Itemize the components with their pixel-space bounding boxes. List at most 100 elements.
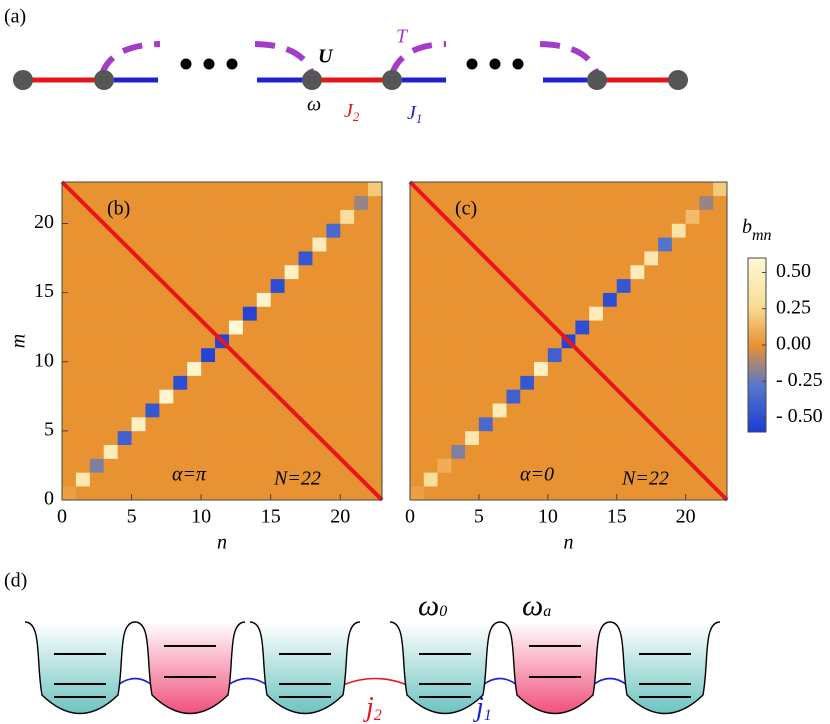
colorbar-step xyxy=(748,345,766,349)
cell xyxy=(423,320,438,335)
annotation: α=0 xyxy=(520,464,554,486)
cell xyxy=(520,278,535,293)
cell xyxy=(410,237,425,252)
cell xyxy=(534,403,549,418)
cell xyxy=(75,306,91,321)
cell xyxy=(520,306,535,321)
cell xyxy=(256,347,271,363)
cell xyxy=(159,375,174,390)
cell xyxy=(699,417,714,432)
cell xyxy=(270,209,285,224)
cell xyxy=(534,375,549,390)
cell xyxy=(159,182,174,197)
cell xyxy=(103,306,118,321)
y-tick-label: 20 xyxy=(34,211,54,233)
cell xyxy=(173,444,188,459)
cell xyxy=(89,306,105,321)
cell xyxy=(699,458,714,473)
colorbar-step xyxy=(748,426,766,430)
colorbar-step xyxy=(748,310,766,314)
cell xyxy=(298,320,313,335)
cell xyxy=(326,306,341,321)
cell xyxy=(284,458,299,473)
cell xyxy=(312,375,327,390)
colorbar-step xyxy=(748,333,766,337)
cell xyxy=(201,195,216,210)
cell xyxy=(326,278,341,293)
label-u: U xyxy=(318,46,334,68)
cell xyxy=(256,444,271,459)
cell xyxy=(187,223,202,238)
cell xyxy=(478,389,493,404)
colorbar-step xyxy=(748,301,766,305)
cell xyxy=(354,278,369,293)
cell xyxy=(215,403,230,418)
cell xyxy=(340,417,355,432)
cell xyxy=(75,292,91,307)
cell xyxy=(713,403,728,418)
cell xyxy=(492,292,507,307)
cell xyxy=(506,209,521,224)
cell xyxy=(187,361,202,376)
colorbar-step xyxy=(748,379,766,384)
colorbar-step xyxy=(748,411,766,415)
cell xyxy=(75,375,91,390)
cell xyxy=(451,430,466,445)
cell xyxy=(561,182,576,197)
cell xyxy=(506,292,521,307)
cell xyxy=(256,320,271,335)
cell xyxy=(630,195,645,210)
cell xyxy=(242,320,258,335)
cell xyxy=(368,472,383,487)
cell xyxy=(201,458,216,473)
cell xyxy=(602,292,618,307)
cell xyxy=(671,306,686,321)
colorbar-step xyxy=(748,330,766,334)
cell xyxy=(630,458,645,473)
cell xyxy=(616,334,631,349)
cell xyxy=(131,403,146,418)
cell xyxy=(713,375,728,390)
cell xyxy=(602,320,618,335)
cell xyxy=(423,417,438,432)
cell xyxy=(173,334,188,349)
cell xyxy=(354,430,369,445)
cell xyxy=(589,430,604,445)
cell xyxy=(215,361,230,376)
cell xyxy=(589,292,604,307)
cell xyxy=(451,444,466,459)
cell xyxy=(201,472,216,487)
cell xyxy=(699,278,714,293)
cell xyxy=(644,264,659,280)
cell xyxy=(173,347,188,363)
cell xyxy=(131,306,146,321)
cell xyxy=(575,334,590,349)
cell xyxy=(284,375,299,390)
cell xyxy=(451,347,466,363)
panel-a: (a) U T ω J2 J1 xyxy=(4,6,688,126)
cell xyxy=(478,320,493,335)
cell xyxy=(340,361,355,376)
cell xyxy=(561,195,576,210)
cell xyxy=(671,237,686,252)
x-tick-label: 10 xyxy=(538,506,558,528)
cell xyxy=(630,472,645,487)
cell xyxy=(575,444,590,459)
cell xyxy=(616,292,631,307)
cell xyxy=(298,403,313,418)
colorbar-label-sub: mn xyxy=(752,227,772,244)
cell xyxy=(644,430,659,445)
cell xyxy=(340,209,355,224)
cell xyxy=(89,264,105,280)
cell xyxy=(506,430,521,445)
cell xyxy=(699,320,714,335)
cell xyxy=(256,223,271,238)
cell xyxy=(326,264,341,280)
cell xyxy=(699,403,714,418)
cell xyxy=(465,264,480,280)
cell xyxy=(602,182,618,197)
cell xyxy=(561,237,576,252)
cell xyxy=(644,182,659,197)
cell xyxy=(685,361,700,376)
cell xyxy=(630,486,645,501)
